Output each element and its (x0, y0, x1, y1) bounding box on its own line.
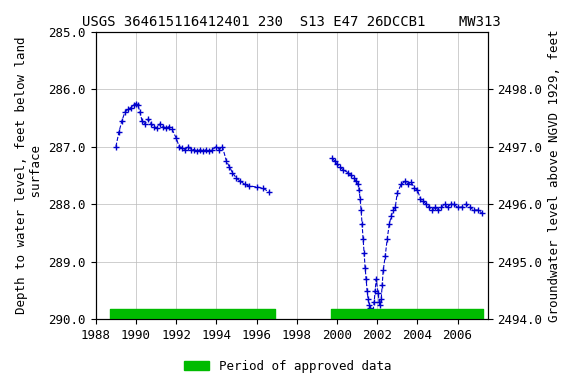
Title: USGS 364615116412401 230  S13 E47 26DCCB1    MW313: USGS 364615116412401 230 S13 E47 26DCCB1… (82, 15, 501, 29)
Legend: Period of approved data: Period of approved data (179, 355, 397, 378)
Y-axis label: Groundwater level above NGVD 1929, feet: Groundwater level above NGVD 1929, feet (548, 29, 561, 322)
Y-axis label: Depth to water level, feet below land
 surface: Depth to water level, feet below land su… (15, 37, 43, 314)
